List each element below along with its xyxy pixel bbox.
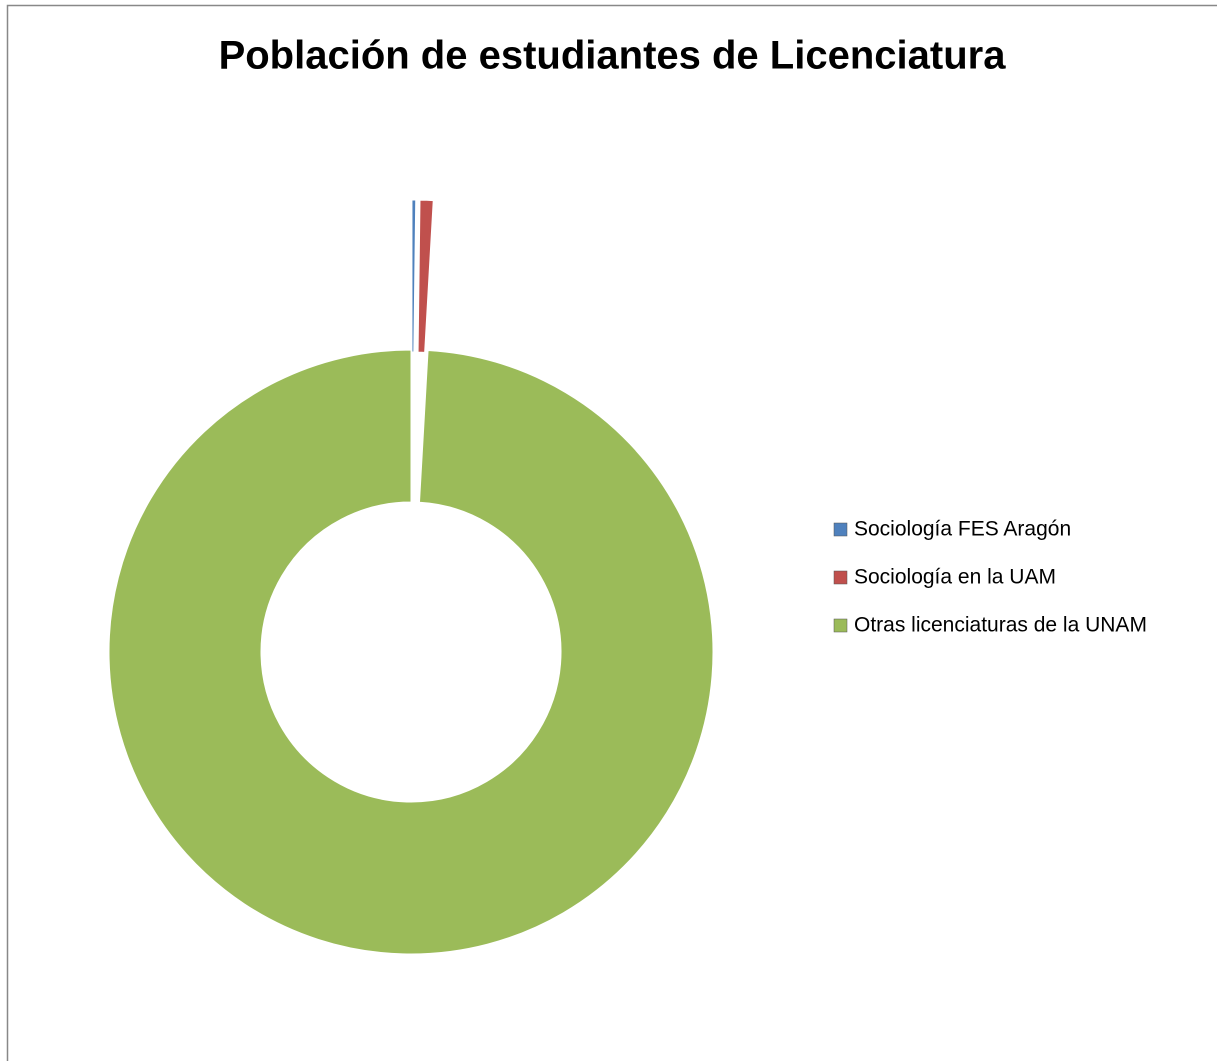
donut-slice bbox=[108, 349, 714, 955]
legend-swatch bbox=[833, 522, 848, 537]
legend-label: Otras licenciaturas de la UNAM bbox=[854, 614, 1147, 637]
donut-slice bbox=[417, 199, 434, 353]
legend-swatch bbox=[833, 570, 848, 585]
legend-swatch bbox=[833, 618, 848, 633]
chart-title: Población de estudiantes de Licenciatura bbox=[219, 34, 1007, 78]
legend-label: Sociología en la UAM bbox=[854, 566, 1056, 589]
donut-slice bbox=[411, 199, 417, 353]
legend-label: Sociología FES Aragón bbox=[854, 518, 1071, 541]
